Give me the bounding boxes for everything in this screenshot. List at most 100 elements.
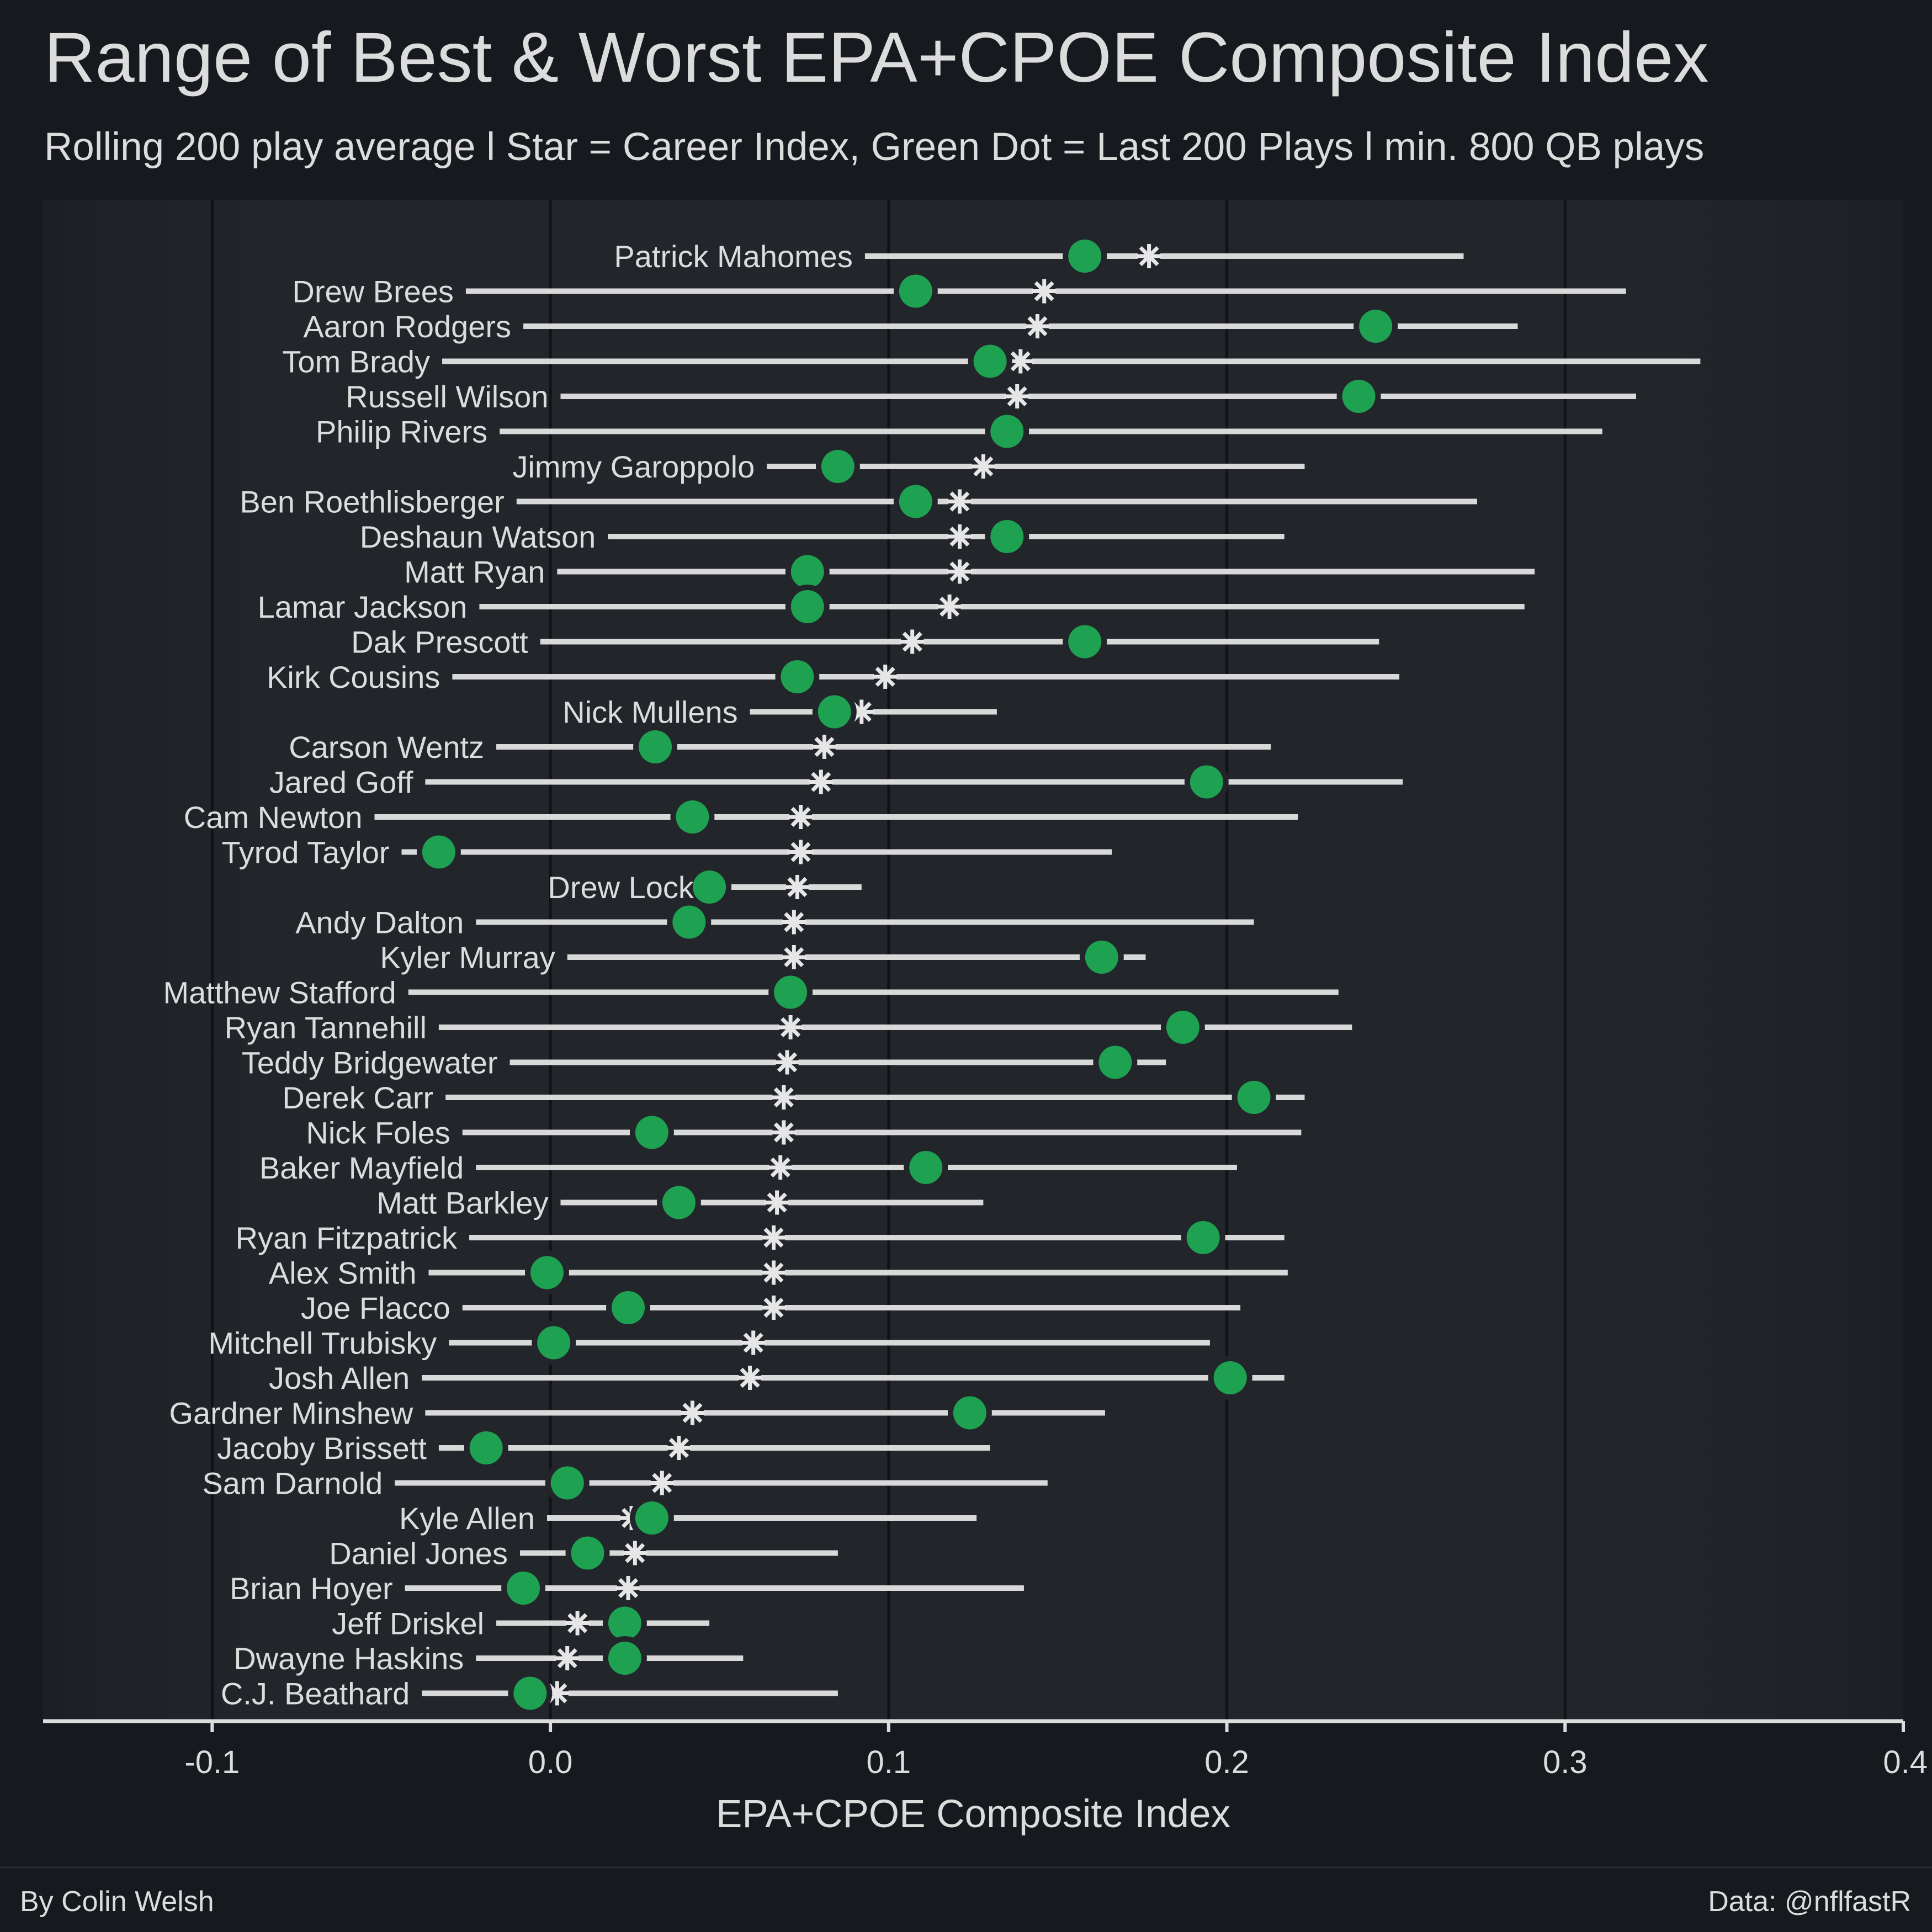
player-row: Joe Flacco	[301, 1286, 1241, 1330]
last-200-dot	[973, 344, 1007, 378]
x-tick-label-4: 0.3	[1543, 1744, 1588, 1780]
player-row: Nick Mullens	[562, 689, 997, 734]
career-star	[812, 735, 837, 759]
last-200-dot	[612, 1291, 645, 1324]
career-star	[782, 910, 806, 935]
player-name-label: Sam Darnold	[202, 1466, 383, 1501]
last-200-dot	[1190, 765, 1223, 799]
player-name-label: Deshaun Watson	[360, 519, 596, 554]
player-row: Jeff Driskel	[332, 1601, 710, 1646]
career-star	[765, 1190, 789, 1215]
player-row: Aaron Rodgers	[303, 304, 1518, 348]
player-row: Brian Hoyer	[230, 1566, 1024, 1610]
career-star	[1032, 279, 1057, 304]
career-star	[1008, 349, 1033, 374]
career-star	[680, 1400, 705, 1425]
player-name-label: Jeff Driskel	[332, 1606, 484, 1641]
player-row: Philip Rivers	[316, 409, 1602, 454]
player-row: Jimmy Garoppolo	[512, 444, 1305, 489]
player-name-label: Baker Mayfield	[259, 1150, 464, 1185]
last-200-dot	[507, 1572, 540, 1605]
career-star	[741, 1330, 766, 1355]
last-200-dot	[774, 975, 808, 1009]
chart-title: Range of Best & Worst EPA+CPOE Composite…	[44, 18, 1708, 97]
player-name-label: Jimmy Garoppolo	[512, 449, 755, 484]
player-row: Matt Ryan	[404, 549, 1535, 594]
career-star	[947, 524, 972, 549]
last-200-dot	[1085, 941, 1118, 974]
player-name-label: Kyle Allen	[399, 1501, 535, 1536]
last-200-dot	[676, 800, 709, 834]
player-name-label: Ben Roethlisberger	[240, 485, 504, 519]
player-name-label: Tyrod Taylor	[222, 835, 390, 870]
player-name-label: Mitchell Trubisky	[208, 1326, 437, 1361]
player-row: Carson Wentz	[289, 725, 1271, 769]
career-star	[650, 1471, 675, 1495]
career-star	[555, 1646, 580, 1670]
player-name-label: Ryan Fitzpatrick	[236, 1220, 458, 1255]
player-name-label: Josh Allen	[269, 1361, 410, 1395]
career-star	[785, 875, 810, 899]
player-name-label: Drew Brees	[292, 274, 454, 309]
last-200-dot	[672, 905, 706, 939]
player-row: Baker Mayfield	[259, 1145, 1237, 1190]
last-200-dot	[635, 1501, 668, 1535]
credit-text: By Colin Welsh	[20, 1886, 214, 1918]
last-200-dot	[1342, 380, 1376, 413]
player-row: Derek Carr	[282, 1075, 1305, 1119]
career-star	[771, 1085, 796, 1110]
player-name-label: Lamar Jackson	[258, 590, 468, 624]
last-200-dot	[1098, 1045, 1132, 1079]
x-tick-label-1: 0.0	[528, 1744, 573, 1780]
player-name-label: Matt Ryan	[404, 555, 545, 590]
x-tick-label-0: -0.1	[184, 1744, 240, 1780]
data-source-text: Data: @nflfastR	[1708, 1886, 1911, 1918]
career-star	[900, 629, 925, 654]
x-tick-label-3: 0.2	[1204, 1744, 1249, 1780]
player-name-label: Kirk Cousins	[267, 660, 440, 694]
career-star	[768, 1155, 793, 1180]
player-name-label: Gardner Minshew	[169, 1396, 413, 1431]
player-name-label: Jacoby Brissett	[217, 1431, 427, 1466]
player-row: Tom Brady	[282, 339, 1701, 384]
player-name-label: Patrick Mahomes	[614, 239, 853, 274]
player-name-label: Andy Dalton	[295, 905, 464, 940]
player-name-label: Daniel Jones	[329, 1536, 508, 1571]
last-200-dot	[1359, 310, 1393, 343]
player-row: Drew Brees	[292, 269, 1626, 314]
last-200-dot	[662, 1186, 696, 1219]
career-star	[947, 489, 972, 514]
player-row: Matt Barkley	[376, 1180, 984, 1225]
player-row: Andy Dalton	[295, 900, 1254, 944]
last-200-dot	[530, 1256, 564, 1289]
career-star	[616, 1576, 640, 1600]
career-star	[666, 1436, 691, 1460]
player-name-label: Matthew Stafford	[163, 975, 396, 1010]
player-row: Kyler Murray	[380, 935, 1146, 979]
last-200-dot	[550, 1466, 584, 1500]
career-star	[737, 1366, 762, 1390]
last-200-dot	[1237, 1081, 1271, 1114]
player-name-label: Russell Wilson	[346, 379, 548, 414]
player-name-label: Jared Goff	[269, 765, 413, 800]
player-row: C.J. Beathard	[221, 1671, 838, 1716]
player-row: Patrick Mahomes	[614, 234, 1464, 278]
career-star	[788, 805, 813, 829]
last-200-dot	[1213, 1361, 1247, 1394]
last-200-dot	[1166, 1011, 1199, 1044]
career-star	[788, 840, 813, 864]
player-name-label: Cam Newton	[184, 800, 363, 835]
last-200-dot	[990, 520, 1024, 553]
career-star	[873, 665, 898, 689]
player-name-label: C.J. Beathard	[221, 1676, 410, 1711]
plot-panel	[43, 200, 1903, 1721]
player-row: Kirk Cousins	[267, 655, 1400, 699]
last-200-dot	[790, 590, 824, 623]
last-200-dot	[1068, 240, 1102, 273]
career-star	[849, 699, 874, 724]
player-name-label: Brian Hoyer	[230, 1571, 393, 1606]
career-star	[761, 1225, 786, 1250]
player-name-label: Tom Brady	[282, 344, 430, 379]
player-row: Mitchell Trubisky	[208, 1320, 1210, 1365]
